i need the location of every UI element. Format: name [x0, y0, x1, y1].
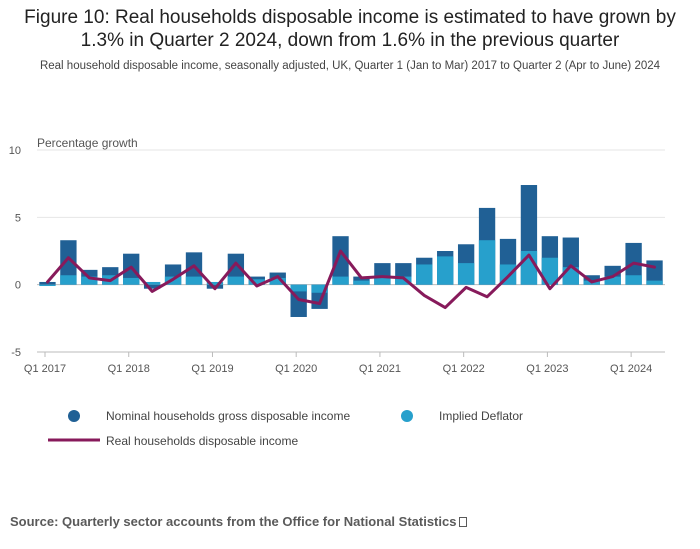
implied-deflator-bar: [374, 277, 391, 285]
external-link-icon[interactable]: [459, 517, 468, 527]
nominal-income-bar: [332, 236, 349, 285]
y-tick-label: 0: [15, 280, 21, 292]
real-income-line: [45, 249, 657, 310]
x-tick-label: Q1 2019: [191, 363, 233, 375]
chart-subtitle: Real household disposable income, season…: [39, 60, 661, 72]
nominal-income-bar: [583, 275, 600, 285]
implied-deflator-bar: [457, 263, 475, 285]
legend-label-real: Real households disposable income: [106, 434, 298, 448]
chart-svg: 10 5 0 -5 Percentage growth Q1 2017 Q1 2018 Q1 …: [9, 136, 665, 448]
chart-title: Figure 10: Real households disposable in…: [24, 7, 676, 51]
nominal-income-bar: [143, 284, 161, 289]
legend-swatch-nominal: [68, 410, 80, 422]
source-note: Source: Quarterly sector accounts from t…: [10, 514, 468, 529]
legend-label-deflator: Implied Deflator: [439, 409, 523, 423]
x-tick-label: Q1 2024: [610, 363, 652, 375]
implied-deflator-bar: [478, 240, 496, 285]
legend-label-nominal: Nominal households gross disposable inco…: [106, 409, 350, 423]
x-tick-label: Q1 2018: [108, 363, 150, 375]
implied-deflator-bar: [290, 284, 307, 292]
implied-deflator-bar: [248, 279, 265, 285]
y-tick-label: 5: [15, 212, 21, 224]
implied-deflator-bar: [185, 276, 203, 285]
implied-deflator-bar: [395, 276, 412, 285]
implied-deflator-bar: [60, 275, 77, 285]
nominal-income-bar: [353, 276, 370, 285]
implied-deflator-bar: [269, 277, 286, 285]
implied-deflator-bar: [143, 281, 161, 285]
legend-swatch-deflator: [401, 410, 413, 422]
implied-deflator-bar: [541, 257, 559, 285]
implied-deflator-bar: [311, 284, 328, 293]
x-tick-label: Q1 2021: [359, 363, 401, 375]
source-text: Source: Quarterly sector accounts from t…: [10, 514, 457, 529]
x-tick-label: Q1 2022: [443, 363, 485, 375]
implied-deflator-bar: [206, 281, 224, 285]
x-tick-label: Q1 2023: [526, 363, 568, 375]
x-tick-label: Q1 2017: [24, 363, 66, 375]
implied-deflator-bar: [646, 280, 663, 285]
nominal-income-bar: [60, 240, 77, 285]
y-tick-label: -5: [11, 347, 21, 359]
y-axis-label: Percentage growth: [37, 136, 138, 150]
implied-deflator-bar: [625, 275, 642, 285]
implied-deflator-bar: [123, 277, 140, 285]
y-tick-label: 10: [9, 145, 21, 157]
implied-deflator-bar: [227, 276, 245, 285]
implied-deflator-bar: [81, 276, 98, 285]
x-tick-label: Q1 2020: [275, 363, 317, 375]
implied-deflator-bar: [332, 276, 349, 285]
implied-deflator-bar: [437, 256, 454, 285]
implied-deflator-bar: [604, 276, 621, 285]
implied-deflator-bar: [353, 280, 370, 285]
implied-deflator-bar: [416, 264, 433, 285]
implied-deflator-bar: [39, 284, 56, 287]
